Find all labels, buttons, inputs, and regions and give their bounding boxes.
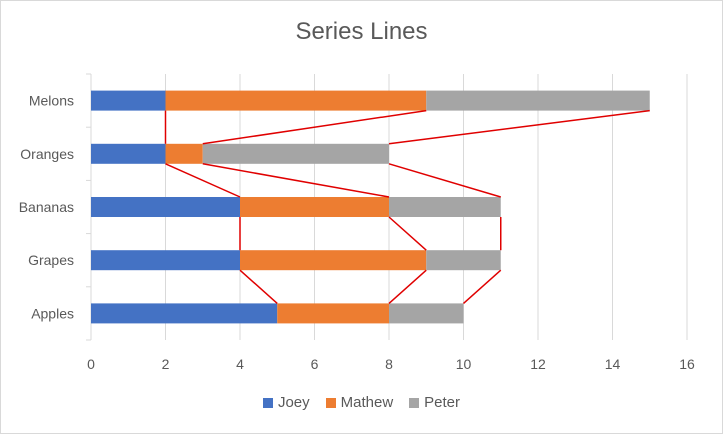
legend: Joey Mathew Peter [0, 394, 723, 411]
bar-peter-apples [389, 303, 464, 324]
legend-label: Joey [277, 394, 310, 411]
bar-mathew-melons [165, 90, 427, 111]
bar-peter-melons [426, 90, 650, 111]
series-line [202, 163, 390, 198]
legend-item-peter: Peter [409, 394, 460, 411]
series-line [388, 269, 427, 304]
legend-swatch [409, 397, 420, 408]
x-tick-label: 8 [385, 356, 393, 372]
x-tick-label: 14 [605, 356, 621, 372]
bar-peter-grapes [426, 250, 501, 271]
bar-peter-oranges [202, 143, 389, 164]
category-label: Melons [29, 93, 74, 109]
category-label: Bananas [19, 199, 74, 215]
x-tick-label: 16 [679, 356, 695, 372]
legend-item-mathew: Mathew [325, 394, 394, 411]
x-tick-label: 4 [236, 356, 244, 372]
x-tick-label: 2 [162, 356, 170, 372]
category-label: Apples [31, 305, 74, 321]
bar-joey-oranges [91, 143, 166, 164]
bar-joey-melons [91, 90, 166, 111]
bar-joey-apples [91, 303, 278, 324]
category-label: Grapes [28, 252, 74, 268]
x-tick-label: 12 [530, 356, 546, 372]
series-line [388, 216, 427, 251]
bar-mathew-oranges [165, 143, 203, 164]
x-tick-label: 6 [311, 356, 319, 372]
legend-item-joey: Joey [262, 394, 310, 411]
x-tick-label: 10 [456, 356, 472, 372]
legend-label: Peter [424, 394, 461, 411]
series-line [463, 269, 502, 304]
bar-peter-bananas [389, 197, 501, 217]
category-label: Oranges [20, 146, 74, 162]
series-line [202, 109, 427, 145]
series-line [388, 109, 650, 145]
legend-swatch [262, 397, 273, 408]
bar-mathew-bananas [240, 197, 389, 217]
legend-label: Mathew [340, 394, 394, 411]
chart-title: Series Lines [295, 18, 428, 45]
bar-mathew-grapes [240, 250, 427, 271]
series-line [239, 269, 278, 304]
legend-swatch [325, 397, 336, 408]
bar-joey-grapes [91, 250, 240, 271]
x-tick-label: 0 [87, 356, 95, 372]
series-line [165, 163, 241, 198]
bar-mathew-apples [277, 303, 389, 324]
series-line [388, 163, 501, 198]
bar-joey-bananas [91, 197, 240, 217]
